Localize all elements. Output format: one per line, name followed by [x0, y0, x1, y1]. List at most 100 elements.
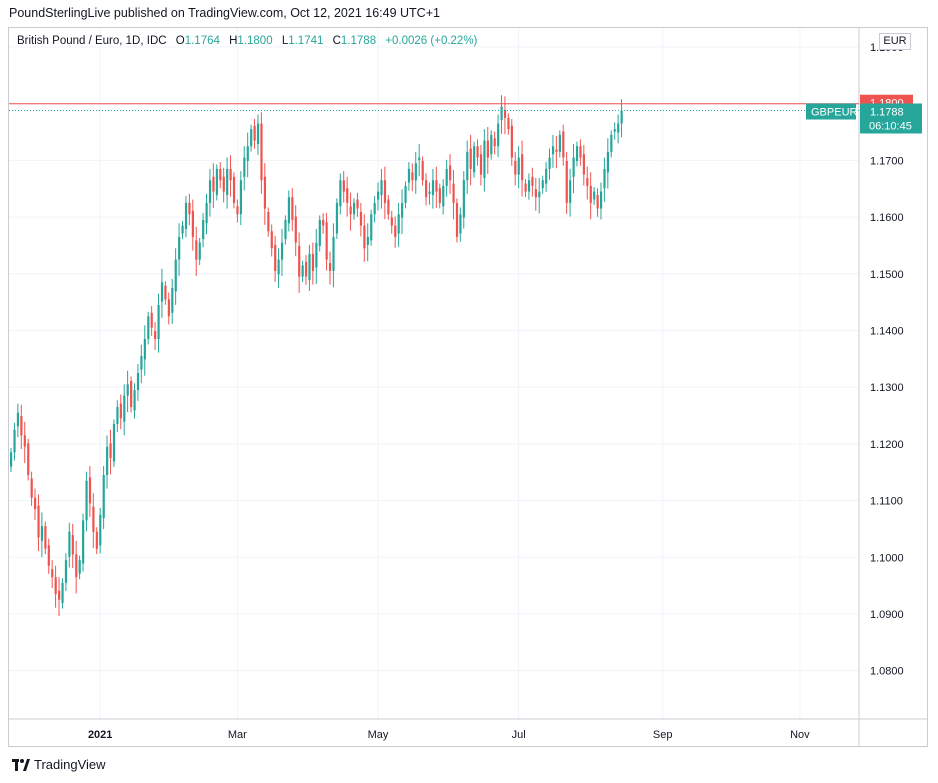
time-tick-label: Jul [512, 729, 526, 741]
candle [377, 182, 380, 211]
candle [407, 162, 411, 191]
candle [335, 198, 339, 239]
price-tick-label: 1.0900 [870, 609, 904, 621]
candle [366, 223, 369, 262]
candle [123, 384, 126, 436]
candle [226, 157, 229, 209]
close-label: C [332, 35, 341, 47]
candle [558, 130, 561, 158]
candle [551, 134, 555, 168]
candle [349, 192, 352, 231]
candle [260, 112, 263, 194]
candle [212, 163, 215, 208]
footer-brand[interactable]: TradingView [34, 757, 106, 772]
grid-lines [9, 28, 859, 719]
candle [40, 512, 44, 558]
candle [394, 216, 397, 248]
price-tick-label: 1.1000 [870, 552, 904, 564]
candle [346, 176, 349, 217]
candle [476, 139, 479, 166]
candle [603, 157, 606, 202]
candle [373, 196, 376, 223]
candle [184, 196, 188, 238]
candle [538, 177, 541, 214]
candle [359, 202, 363, 237]
candle [304, 255, 308, 285]
candle [143, 325, 146, 376]
candle [613, 122, 616, 140]
candle [397, 202, 400, 248]
footer[interactable]: TradingView [12, 757, 106, 772]
candle [157, 293, 160, 353]
price-axis[interactable]: 1.19001.18001.17001.16001.15001.14001.13… [870, 42, 904, 678]
open-label: O [175, 35, 185, 47]
time-tick-label: May [368, 729, 389, 741]
time-axis[interactable]: 2021 Mar May Jul Sep Nov [88, 729, 810, 741]
low-label: L [281, 35, 289, 47]
close-value: 1.1788 [340, 35, 377, 47]
candle [37, 494, 40, 552]
candle [527, 173, 531, 200]
candle [277, 248, 280, 288]
candle [298, 232, 301, 293]
candle [438, 183, 441, 209]
candle [565, 151, 568, 214]
candle [27, 438, 30, 481]
candle [232, 172, 236, 209]
candle [510, 119, 513, 166]
candle [503, 96, 507, 135]
candle [315, 228, 318, 284]
candle [208, 168, 212, 217]
candle [215, 164, 218, 201]
price-tick-label: 1.1200 [870, 439, 904, 451]
candle [256, 114, 260, 155]
candle [435, 166, 438, 208]
candle [582, 145, 586, 186]
candle [219, 162, 222, 189]
candle [596, 188, 599, 217]
candle [479, 145, 483, 186]
time-tick-label: Sep [653, 729, 673, 741]
candle [54, 565, 57, 608]
candle [380, 168, 383, 209]
ticker-tag: GBPEUR [806, 103, 858, 120]
candle [318, 215, 321, 252]
candle [606, 138, 610, 189]
price-tick-label: 1.1300 [870, 382, 904, 394]
candle [517, 146, 520, 189]
candle [599, 182, 603, 220]
candle [459, 207, 462, 242]
candle [428, 182, 431, 205]
currency-button[interactable]: EUR [879, 33, 911, 50]
candle [521, 140, 524, 197]
candle [44, 521, 47, 555]
bar-countdown-label: 06:10:45 [869, 121, 912, 133]
candle [136, 363, 140, 401]
candle [575, 141, 579, 167]
ticker-tag-label: GBPEUR [811, 107, 858, 119]
symbol-title[interactable]: British Pound / Euro, 1D, IDC [17, 35, 167, 47]
high-label: H [229, 35, 238, 47]
candle [106, 435, 109, 489]
candle [95, 527, 98, 555]
candle [164, 281, 167, 305]
symbol-legend[interactable]: British Pound / Euro, 1D, IDC O1.1764 H1… [17, 35, 477, 47]
candle [531, 167, 534, 197]
candle [593, 187, 596, 205]
candle [534, 177, 537, 211]
candle [291, 188, 294, 231]
candle [140, 344, 143, 384]
candle [71, 523, 74, 569]
candle [486, 126, 489, 174]
candle [75, 540, 78, 594]
candle [308, 244, 311, 291]
candle [579, 139, 582, 166]
candle [270, 224, 273, 257]
candle [112, 419, 116, 467]
candle [284, 215, 287, 245]
low-value: 1.1741 [288, 35, 324, 47]
candle [280, 228, 284, 276]
candle [263, 163, 267, 225]
candle [514, 151, 517, 186]
